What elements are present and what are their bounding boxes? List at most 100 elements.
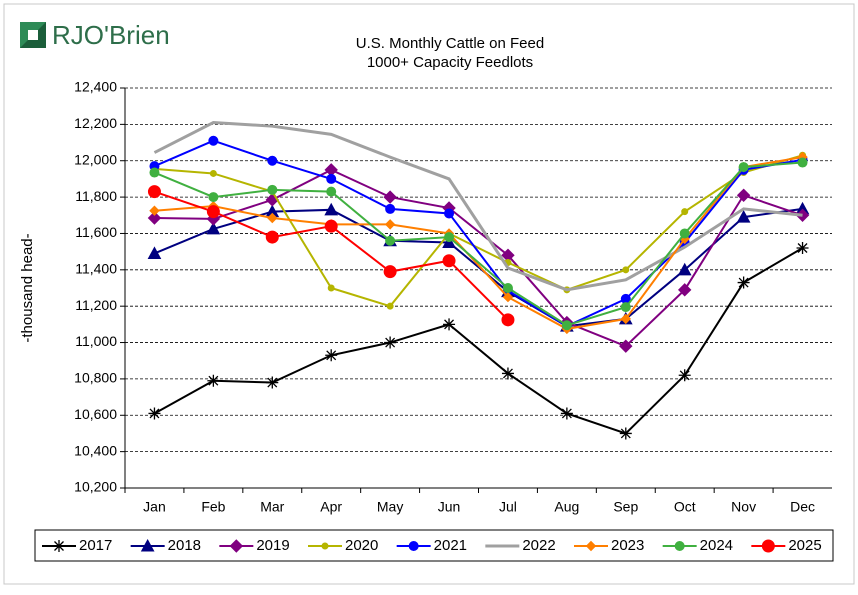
marker — [679, 228, 690, 239]
x-tick-label: Feb — [201, 499, 225, 515]
marker — [681, 208, 689, 216]
marker — [326, 186, 337, 197]
marker — [208, 192, 219, 203]
marker — [442, 254, 456, 268]
x-tick-label: Oct — [674, 499, 696, 515]
marker — [267, 212, 278, 224]
legend-label: 2024 — [700, 537, 733, 554]
y-tick-label: 12,400 — [74, 79, 117, 95]
legend-label: 2017 — [79, 537, 112, 554]
y-tick-label: 12,000 — [74, 151, 117, 167]
marker — [325, 349, 338, 362]
marker — [444, 232, 455, 243]
legend-label: 2022 — [522, 537, 555, 554]
marker — [149, 205, 160, 216]
marker — [208, 135, 219, 146]
marker — [501, 367, 514, 380]
marker — [53, 540, 65, 552]
marker — [324, 219, 338, 233]
marker — [267, 155, 278, 166]
y-tick-label: 10,600 — [74, 406, 117, 422]
x-tick-label: Dec — [790, 499, 815, 515]
marker — [585, 540, 597, 552]
chart-subtitle: 1000+ Capacity Feedlots — [367, 54, 533, 71]
marker — [561, 320, 572, 331]
marker — [385, 235, 396, 246]
marker — [620, 302, 631, 313]
marker — [736, 210, 751, 223]
marker — [267, 184, 278, 195]
marker — [321, 542, 329, 550]
x-tick-label: Jun — [438, 499, 461, 515]
marker — [266, 376, 279, 389]
x-tick-label: Apr — [320, 499, 342, 515]
x-tick-label: Nov — [731, 499, 756, 515]
marker — [324, 202, 339, 216]
y-tick-label: 11,600 — [75, 224, 117, 240]
marker — [444, 208, 455, 219]
marker — [326, 173, 337, 184]
marker — [408, 541, 419, 551]
marker — [327, 284, 335, 292]
marker — [207, 374, 220, 387]
marker — [383, 265, 397, 279]
marker — [620, 313, 631, 325]
y-tick-label: 10,800 — [74, 370, 117, 386]
legend-label: 2018 — [168, 537, 201, 554]
marker — [385, 203, 396, 214]
marker — [678, 369, 691, 382]
marker — [736, 188, 751, 202]
marker — [797, 157, 808, 168]
y-tick-label: 12,200 — [74, 115, 117, 131]
y-tick-label: 10,400 — [74, 442, 117, 458]
marker — [502, 291, 514, 303]
marker — [265, 230, 279, 244]
marker — [796, 242, 809, 254]
marker — [737, 276, 750, 289]
legend-label: 2019 — [256, 537, 289, 554]
marker — [619, 339, 633, 353]
line — [154, 154, 803, 308]
legend-label: 2021 — [434, 537, 467, 554]
x-tick-label: May — [377, 499, 403, 515]
frame — [3, 3, 855, 585]
legend-label: 2020 — [345, 537, 378, 554]
logo-icon — [20, 22, 46, 48]
marker — [386, 302, 394, 310]
chart-title: U.S. Monthly Cattle on Feed — [356, 35, 544, 52]
marker — [677, 262, 692, 276]
y-tick-label: 11,400 — [75, 261, 117, 277]
legend-label: 2023 — [611, 537, 644, 554]
marker — [502, 283, 513, 293]
marker — [209, 169, 217, 177]
marker — [674, 541, 685, 551]
line — [154, 139, 803, 328]
y-axis-label: -thousand head- — [19, 233, 36, 342]
legend-label: 2025 — [788, 537, 821, 554]
marker — [148, 407, 161, 420]
line — [154, 161, 803, 327]
marker — [149, 167, 160, 178]
marker — [678, 283, 692, 297]
x-tick-label: Jul — [499, 499, 517, 515]
logo: RJO'Brien — [52, 20, 170, 50]
marker — [383, 190, 397, 204]
line — [154, 207, 803, 328]
x-tick-label: Sep — [613, 499, 638, 515]
legend-box — [34, 529, 834, 562]
line — [153, 121, 803, 292]
marker — [384, 336, 397, 349]
marker — [206, 221, 221, 235]
y-tick-label: 10,200 — [74, 479, 117, 495]
marker — [147, 246, 162, 259]
marker — [501, 313, 515, 327]
line — [154, 156, 803, 330]
marker — [738, 162, 749, 173]
marker — [384, 219, 396, 230]
marker — [147, 185, 161, 199]
line — [154, 168, 803, 348]
marker — [140, 538, 155, 552]
x-tick-label: Mar — [260, 499, 284, 515]
y-tick-label: 11,800 — [75, 188, 117, 204]
marker — [560, 407, 573, 420]
